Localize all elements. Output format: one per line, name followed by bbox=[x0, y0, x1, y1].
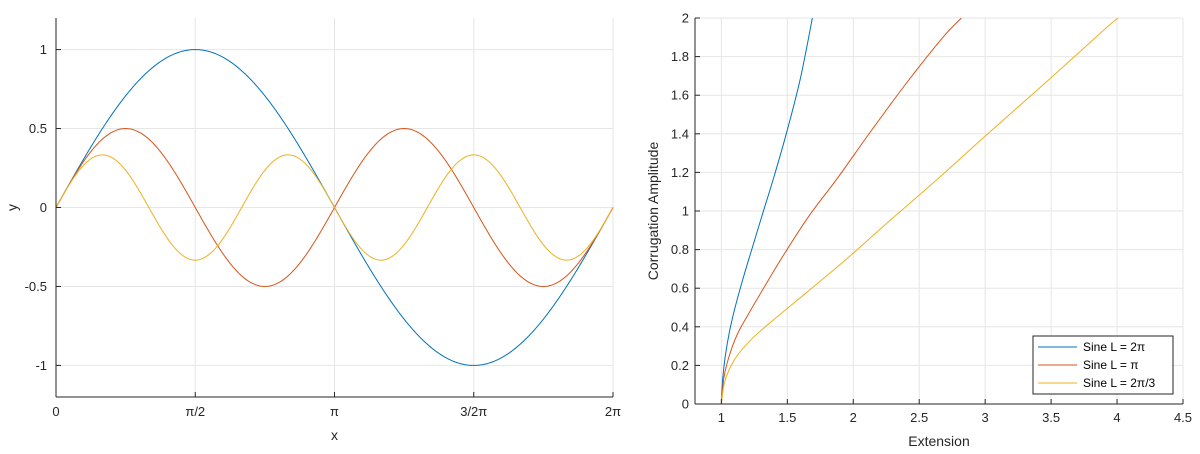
y-tick-label: 1 bbox=[682, 204, 689, 219]
x-tick-label: 1.5 bbox=[778, 410, 796, 425]
x-tick-label: 2.5 bbox=[910, 410, 928, 425]
y-tick-label: 0 bbox=[40, 200, 47, 215]
x-tick-label: 4.5 bbox=[1174, 410, 1192, 425]
y-tick-label: 0.6 bbox=[671, 281, 689, 296]
y-tick-label: 0.2 bbox=[671, 358, 689, 373]
series-line-2 bbox=[720, 18, 962, 404]
y-tick-label: 0.8 bbox=[671, 242, 689, 257]
y-tick-label: -0.5 bbox=[25, 279, 47, 294]
y-tick-label: -1 bbox=[35, 358, 47, 373]
y-tick-label: 2 bbox=[682, 11, 689, 26]
y-tick-label: 0 bbox=[682, 397, 689, 412]
y-tick-label: 1.8 bbox=[671, 49, 689, 64]
x-tick-label: π bbox=[330, 404, 339, 419]
y-tick-label: 1.6 bbox=[671, 88, 689, 103]
x-tick-label: 1 bbox=[718, 410, 725, 425]
left-plot: 0 π/2 π 3/2π 2π 1 0.5 0 -0.5 -1 x y bbox=[4, 18, 621, 443]
x-axis-title: x bbox=[331, 427, 338, 443]
y-tick-label: 1 bbox=[40, 42, 47, 57]
right-plot: 1 1.5 2 2.5 3 3.5 4 4.5 0 0.2 0.4 0.6 0.8 1 1.2 1.4 1.6 1… bbox=[645, 11, 1192, 450]
x-tick-label: 3 bbox=[982, 410, 989, 425]
x-tick-label: 2 bbox=[850, 410, 857, 425]
legend-label-3: Sine L = 2π/3 bbox=[1083, 376, 1156, 390]
y-tick-label: 1.4 bbox=[671, 126, 689, 141]
x-tick-label: 3/2π bbox=[460, 404, 487, 419]
series-group bbox=[720, 18, 1119, 404]
series-line-1 bbox=[720, 18, 813, 404]
y-tick-label: 0.4 bbox=[671, 319, 689, 334]
x-tick-label: 2π bbox=[605, 404, 621, 419]
x-tick-label: 0 bbox=[52, 404, 59, 419]
x-tick-label: 3.5 bbox=[1042, 410, 1060, 425]
x-tick-label: π/2 bbox=[185, 404, 205, 419]
y-axis-title: Corrugation Amplitude bbox=[645, 142, 661, 281]
legend: Sine L = 2π Sine L = π Sine L = 2π/3 bbox=[1032, 335, 1174, 395]
x-axis-title: Extension bbox=[908, 433, 969, 449]
series-line-3 bbox=[55, 154, 614, 261]
series-line-3 bbox=[720, 18, 1119, 404]
legend-label-1: Sine L = 2π bbox=[1083, 340, 1145, 354]
y-tick-label: 1.2 bbox=[671, 165, 689, 180]
y-tick-label: 0.5 bbox=[29, 121, 47, 136]
y-axis-title: y bbox=[4, 204, 20, 211]
legend-label-2: Sine L = π bbox=[1083, 358, 1139, 372]
x-tick-label: 4 bbox=[1113, 410, 1120, 425]
